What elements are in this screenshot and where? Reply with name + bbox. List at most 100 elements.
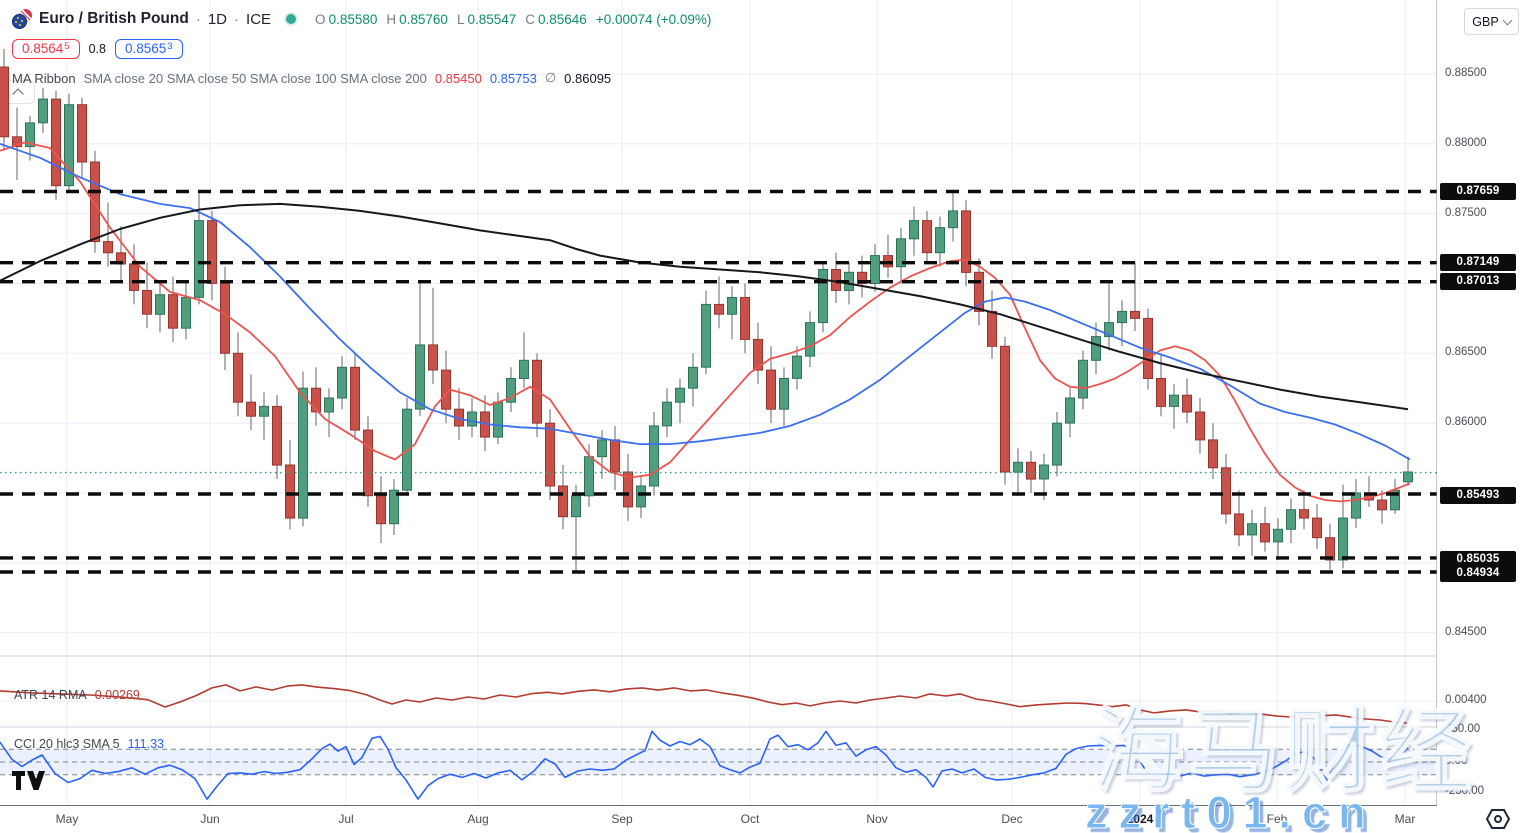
candle-up [870, 255, 880, 285]
time-axis-label: Oct [740, 812, 760, 826]
candle-down [740, 297, 750, 340]
time-axis-label: Aug [467, 812, 489, 826]
candle-up [818, 269, 828, 324]
chevron-down-icon [1502, 15, 1513, 25]
candle-up [1039, 464, 1049, 480]
candle-down [974, 271, 984, 312]
candle-up [935, 227, 945, 254]
candle-up [688, 366, 698, 389]
candle-down [1130, 310, 1140, 319]
sma200-value: 0.86095 [564, 70, 612, 86]
candle-down [1195, 411, 1205, 441]
spread-value: 0.8 [88, 42, 106, 56]
candle-up [1117, 310, 1127, 324]
candle-up [1078, 359, 1088, 399]
candle-up [519, 359, 529, 379]
candle-down [545, 422, 555, 487]
candle-up [1065, 397, 1075, 424]
candle-up [571, 495, 581, 518]
cci-legend[interactable]: CCI 20 hlc3 SMA 5 111.33 [14, 737, 164, 751]
candle-up [649, 425, 659, 487]
hexagon-logo-icon [1485, 809, 1511, 829]
candle-down [1000, 345, 1010, 473]
candle-down [51, 98, 61, 187]
cci-title: CCI 20 hlc3 SMA 5 [14, 737, 120, 751]
price-scale-label: 0.88000 [1445, 137, 1487, 149]
candle-up [1247, 523, 1257, 536]
price-scale-label: 0.00 [1445, 755, 1468, 767]
sma100-empty-value: ∅ [544, 70, 557, 85]
price-level-badge: 0.85035 [1440, 550, 1516, 568]
candle-up [25, 122, 35, 148]
candle-up [662, 401, 672, 427]
candle-down [311, 387, 321, 413]
close-value: 0.85646 [538, 11, 587, 27]
atr-value: 0.00269 [94, 688, 140, 702]
candle-down [766, 369, 776, 410]
price-level-badge: 0.87149 [1440, 253, 1516, 271]
time-axis-label: 2024 [1126, 812, 1154, 826]
candle-up [1169, 394, 1179, 407]
candle-down [1026, 461, 1036, 480]
separator-dot: · [195, 10, 201, 28]
change-value: +0.00074 (+0.09%) [595, 11, 712, 27]
candle-down [1377, 499, 1387, 511]
symbol-title[interactable]: Euro / British Pound [39, 10, 189, 27]
candle-up [1403, 471, 1413, 483]
buy-price-button[interactable]: 0.85653 [114, 39, 183, 59]
price-scale-label: 0.84500 [1445, 626, 1487, 638]
timeframe-label[interactable]: 1D [207, 10, 228, 28]
atr-plot [0, 684, 1408, 724]
separator-dot: · [234, 10, 240, 28]
price-scale-label: -250.00 [1445, 785, 1485, 797]
candle-up [324, 397, 334, 413]
candle-up [337, 366, 347, 399]
candles [0, 48, 1413, 572]
candle-up [1286, 509, 1296, 530]
candle-up [467, 411, 477, 427]
candle-down [129, 263, 139, 291]
currency-label: GBP [1472, 14, 1499, 29]
candle-up [155, 294, 165, 315]
price-axis[interactable]: 0.88500 0.88000 0.87500 0.86500 0.86000 0.845… [1437, 0, 1524, 806]
currency-selector[interactable]: GBP [1464, 8, 1519, 35]
candle-down [12, 136, 22, 148]
candle-down [857, 271, 867, 284]
low-value: 0.85547 [467, 11, 517, 27]
candle-down [233, 352, 243, 403]
candle-down [272, 405, 282, 466]
price-scale-label: 0.86500 [1445, 346, 1487, 358]
candle-down [428, 344, 438, 371]
time-axis-label: Dec [1001, 812, 1023, 826]
atr-legend[interactable]: ATR 14 RMA 0.00269 [14, 688, 140, 702]
cci-value: 111.33 [127, 737, 164, 751]
sell-price-button[interactable]: 0.85645 [12, 39, 80, 59]
price-scale-label: 0.00400 [1445, 694, 1487, 706]
sma50-value: 0.85753 [489, 70, 537, 86]
exchange-label[interactable]: ICE [246, 10, 272, 28]
candle-down [246, 401, 256, 417]
candle-down [1312, 517, 1322, 539]
candle-up [779, 378, 789, 410]
ma-ribbon-legend[interactable]: MA Ribbon SMA close 20 SMA close 50 SMA … [12, 70, 711, 86]
candle-down [220, 283, 230, 354]
candle-down [1260, 523, 1270, 543]
price-level-badge: 0.87659 [1440, 182, 1516, 200]
candle-down [961, 210, 971, 273]
candle-up [1104, 322, 1114, 338]
candle-down [558, 485, 568, 518]
chart-legend: Euro / British Pound · 1D · ICE O 0.85580… [12, 8, 711, 86]
candle-up [259, 405, 269, 417]
market-status-icon[interactable] [286, 14, 297, 24]
time-axis[interactable]: May Jun Jul Aug Sep Oct Nov Dec 2024 Feb Mar [0, 806, 1524, 833]
tradingview-logo-icon[interactable] [12, 771, 46, 790]
candle-down [376, 495, 386, 525]
candle-down [753, 338, 763, 371]
candle-down [285, 464, 295, 519]
candle-down [0, 66, 9, 138]
candle-up [415, 344, 425, 410]
candle-up [948, 210, 958, 229]
candle-up [584, 456, 594, 497]
